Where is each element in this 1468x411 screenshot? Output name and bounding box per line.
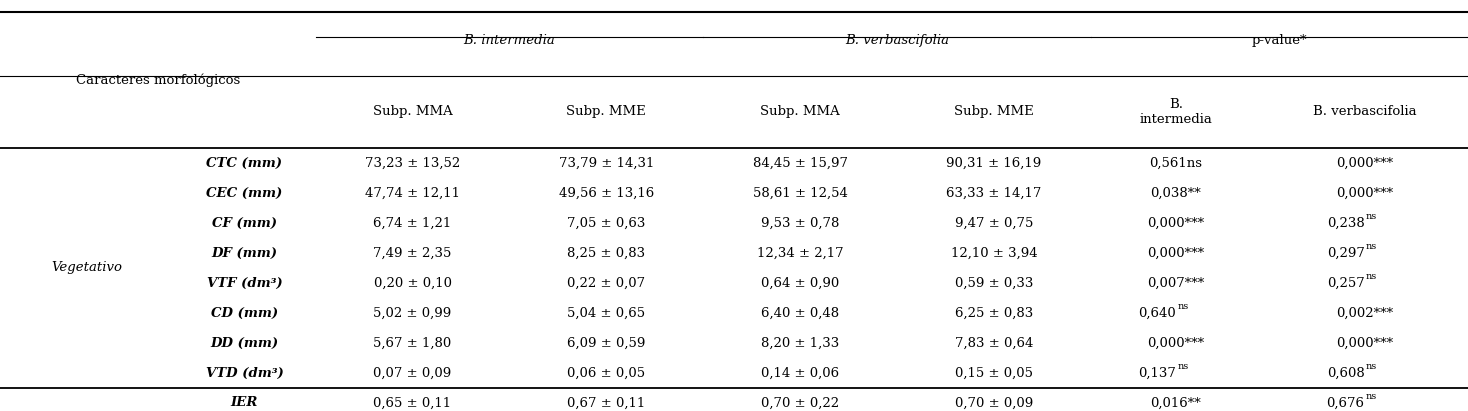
Text: 7,05 ± 0,63: 7,05 ± 0,63: [567, 217, 646, 229]
Text: 6,74 ± 1,21: 6,74 ± 1,21: [373, 217, 452, 229]
Text: CF (mm): CF (mm): [211, 217, 277, 229]
Text: 58,61 ± 12,54: 58,61 ± 12,54: [753, 187, 847, 199]
Text: 0,038**: 0,038**: [1151, 187, 1201, 199]
Text: 5,02 ± 0,99: 5,02 ± 0,99: [373, 307, 452, 319]
Text: 49,56 ± 13,16: 49,56 ± 13,16: [559, 187, 653, 199]
Text: 0,000***: 0,000***: [1336, 187, 1393, 199]
Text: VTD (dm³): VTD (dm³): [206, 367, 283, 379]
Text: 0,257: 0,257: [1327, 277, 1365, 289]
Text: 0,000***: 0,000***: [1148, 337, 1204, 349]
Text: ns: ns: [1177, 362, 1189, 371]
Text: 6,40 ± 0,48: 6,40 ± 0,48: [760, 307, 840, 319]
Text: 0,14 ± 0,06: 0,14 ± 0,06: [760, 367, 840, 379]
Text: 0,000***: 0,000***: [1148, 247, 1204, 259]
Text: 0,016**: 0,016**: [1151, 397, 1201, 409]
Text: 0,000***: 0,000***: [1148, 217, 1204, 229]
Text: ns: ns: [1365, 362, 1377, 371]
Text: 0,137: 0,137: [1138, 367, 1176, 379]
Text: 9,53 ± 0,78: 9,53 ± 0,78: [760, 217, 840, 229]
Text: DF (mm): DF (mm): [211, 247, 277, 259]
Text: 0,70 ± 0,22: 0,70 ± 0,22: [760, 397, 840, 409]
Text: Subp. MME: Subp. MME: [954, 106, 1033, 118]
Text: CTC (mm): CTC (mm): [207, 157, 282, 169]
Text: ns: ns: [1365, 212, 1377, 221]
Text: 0,07 ± 0,09: 0,07 ± 0,09: [373, 367, 452, 379]
Text: 47,74 ± 12,11: 47,74 ± 12,11: [366, 187, 459, 199]
Text: 0,676: 0,676: [1327, 397, 1365, 409]
Text: 0,608: 0,608: [1327, 367, 1365, 379]
Text: Subp. MMA: Subp. MMA: [760, 106, 840, 118]
Text: 63,33 ± 14,17: 63,33 ± 14,17: [947, 187, 1041, 199]
Text: ns: ns: [1365, 392, 1377, 401]
Text: 0,640: 0,640: [1138, 307, 1176, 319]
Text: 8,20 ± 1,33: 8,20 ± 1,33: [760, 337, 840, 349]
Text: 0,238: 0,238: [1327, 217, 1365, 229]
Text: 7,49 ± 2,35: 7,49 ± 2,35: [373, 247, 452, 259]
Text: CEC (mm): CEC (mm): [207, 187, 282, 199]
Text: 6,09 ± 0,59: 6,09 ± 0,59: [567, 337, 646, 349]
Text: 0,15 ± 0,05: 0,15 ± 0,05: [954, 367, 1033, 379]
Text: B.
intermedia: B. intermedia: [1139, 98, 1213, 126]
Text: 0,000***: 0,000***: [1336, 337, 1393, 349]
Text: ns: ns: [1365, 272, 1377, 281]
Text: CD (mm): CD (mm): [211, 307, 277, 319]
Text: 0,007***: 0,007***: [1148, 277, 1204, 289]
Text: 8,25 ± 0,83: 8,25 ± 0,83: [567, 247, 646, 259]
Text: Caracteres morfológicos: Caracteres morfológicos: [76, 74, 239, 87]
Text: 0,002***: 0,002***: [1336, 307, 1393, 319]
Text: 0,297: 0,297: [1327, 247, 1365, 259]
Text: ns: ns: [1365, 242, 1377, 251]
Text: 0,70 ± 0,09: 0,70 ± 0,09: [954, 397, 1033, 409]
Text: 90,31 ± 16,19: 90,31 ± 16,19: [947, 157, 1041, 169]
Text: 12,34 ± 2,17: 12,34 ± 2,17: [756, 247, 844, 259]
Text: IER: IER: [230, 397, 258, 409]
Text: 0,22 ± 0,07: 0,22 ± 0,07: [567, 277, 646, 289]
Text: Vegetativo: Vegetativo: [51, 261, 122, 275]
Text: 9,47 ± 0,75: 9,47 ± 0,75: [954, 217, 1033, 229]
Text: Subp. MME: Subp. MME: [567, 106, 646, 118]
Text: 0,64 ± 0,90: 0,64 ± 0,90: [760, 277, 840, 289]
Text: 7,83 ± 0,64: 7,83 ± 0,64: [954, 337, 1033, 349]
Text: 6,25 ± 0,83: 6,25 ± 0,83: [954, 307, 1033, 319]
Text: 0,06 ± 0,05: 0,06 ± 0,05: [567, 367, 646, 379]
Text: 73,23 ± 13,52: 73,23 ± 13,52: [366, 157, 459, 169]
Text: VTF (dm³): VTF (dm³): [207, 277, 282, 289]
Text: 0,67 ± 0,11: 0,67 ± 0,11: [567, 397, 646, 409]
Text: Subp. MMA: Subp. MMA: [373, 106, 452, 118]
Text: 0,561ns: 0,561ns: [1149, 157, 1202, 169]
Text: 0,59 ± 0,33: 0,59 ± 0,33: [954, 277, 1033, 289]
Text: 73,79 ± 14,31: 73,79 ± 14,31: [559, 157, 653, 169]
Text: 84,45 ± 15,97: 84,45 ± 15,97: [753, 157, 847, 169]
Text: 5,67 ± 1,80: 5,67 ± 1,80: [373, 337, 452, 349]
Text: ns: ns: [1177, 302, 1189, 311]
Text: p-value*: p-value*: [1252, 34, 1307, 46]
Text: DD (mm): DD (mm): [210, 337, 279, 349]
Text: 0,000***: 0,000***: [1336, 157, 1393, 169]
Text: 12,10 ± 3,94: 12,10 ± 3,94: [950, 247, 1038, 259]
Text: B. verbascifolia: B. verbascifolia: [1312, 106, 1417, 118]
Text: B. verbascifolia: B. verbascifolia: [846, 34, 948, 46]
Text: 5,04 ± 0,65: 5,04 ± 0,65: [567, 307, 646, 319]
Text: 0,20 ± 0,10: 0,20 ± 0,10: [373, 277, 452, 289]
Text: B. intermedia: B. intermedia: [464, 34, 555, 46]
Text: 0,65 ± 0,11: 0,65 ± 0,11: [373, 397, 452, 409]
